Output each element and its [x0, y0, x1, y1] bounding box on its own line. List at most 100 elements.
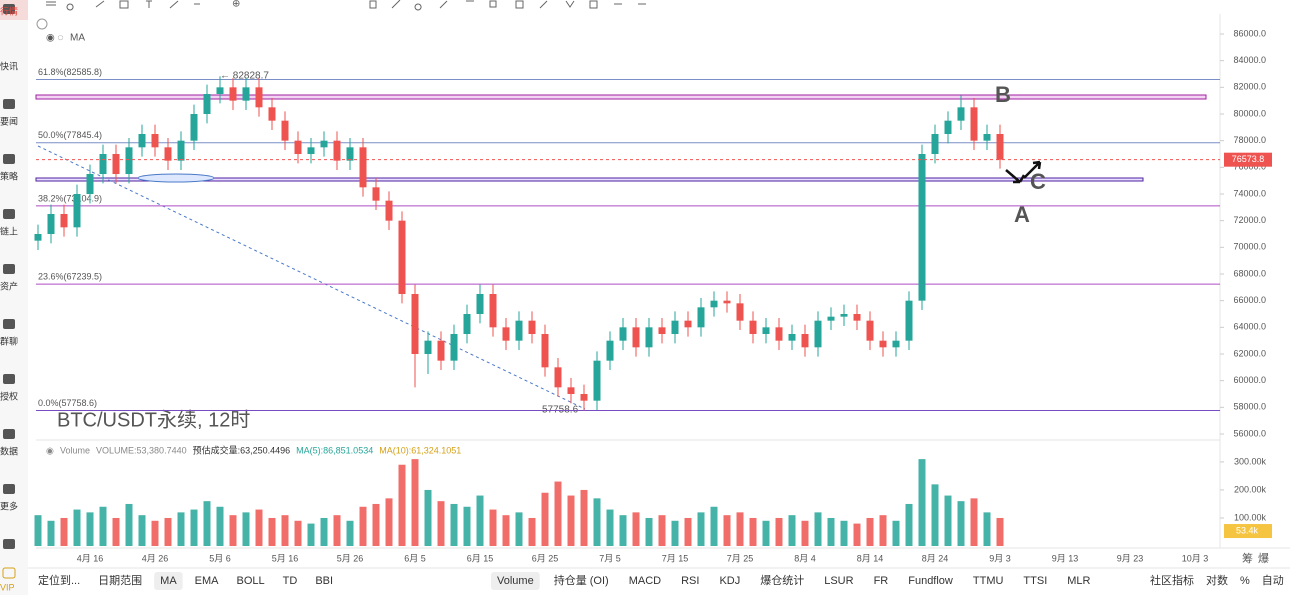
volume-bar: [450, 503, 458, 546]
sidebar-icon: [3, 4, 15, 14]
corner-label[interactable]: 筹: [1242, 551, 1253, 565]
fib-label: 38.2%(73104.9): [38, 193, 102, 203]
volume-bar: [112, 517, 120, 546]
bottom-tab[interactable]: TD: [283, 575, 298, 587]
sidebar-item[interactable]: 策略: [0, 170, 18, 181]
y-tick-label: 74000.0: [1233, 188, 1266, 198]
sidebar-item[interactable]: 链上: [0, 225, 18, 236]
sidebar-item[interactable]: VIP: [0, 582, 15, 592]
bottom-tab[interactable]: 自动: [1262, 574, 1284, 587]
candle-body: [333, 140, 341, 161]
sidebar-item[interactable]: 资产: [0, 280, 18, 291]
x-tick-label: 9月 13: [1052, 553, 1079, 563]
candle-body: [736, 303, 744, 321]
sidebar-icon: [3, 209, 15, 219]
volume-bar: [190, 509, 198, 546]
candle-body: [99, 154, 107, 174]
arrows: [1005, 160, 1042, 184]
volume-bar: [970, 498, 978, 546]
candle-body: [970, 107, 978, 141]
bottom-tab[interactable]: MACD: [629, 575, 661, 587]
volume-bar: [268, 517, 276, 546]
sidebar-item[interactable]: 更多: [0, 500, 18, 511]
bottom-tab[interactable]: KDJ: [719, 575, 740, 587]
candle-body: [866, 320, 874, 341]
x-tick-label: 5月 6: [209, 553, 231, 563]
volume-bar: [307, 523, 315, 546]
volume-bar: [593, 498, 601, 546]
volume-tick-label: 300.00k: [1234, 456, 1267, 466]
bottom-tab[interactable]: MLR: [1067, 575, 1090, 587]
candle-body: [320, 140, 328, 148]
candle-body: [528, 320, 536, 334]
bottom-tab[interactable]: LSUR: [824, 575, 853, 587]
bottom-tab[interactable]: 日期范围: [98, 573, 142, 587]
sidebar-icon: [3, 154, 15, 164]
bottom-tab[interactable]: %: [1240, 575, 1250, 587]
volume-bar: [73, 509, 81, 546]
bottom-tab[interactable]: 社区指标: [1150, 573, 1194, 587]
bottom-tab[interactable]: MA: [160, 575, 177, 587]
bottom-tab[interactable]: Volume: [497, 575, 534, 587]
volume-bar: [333, 515, 341, 546]
fib-label: 23.6%(67239.5): [38, 272, 102, 282]
candle-body: [216, 87, 224, 94]
candle-body: [73, 194, 81, 228]
bottom-tab[interactable]: BBI: [315, 575, 333, 587]
volume-bar: [879, 515, 887, 546]
candle-body: [424, 340, 432, 354]
sidebar-item[interactable]: 数据: [0, 445, 18, 456]
bottom-tab[interactable]: 爆仓统计: [760, 573, 804, 587]
candle-body: [710, 300, 718, 308]
volume-bar: [957, 501, 965, 546]
volume-bar: [892, 520, 900, 546]
volume-bar: [814, 512, 822, 546]
candle-body: [827, 316, 835, 321]
candle-body: [463, 314, 471, 334]
candle-body: [47, 214, 55, 234]
candle-body: [814, 320, 822, 348]
x-tick-label: 10月 3: [1182, 553, 1209, 563]
volume-bar: [424, 489, 432, 546]
bottom-tab[interactable]: BOLL: [237, 575, 265, 587]
volume-bar: [840, 520, 848, 546]
sidebar-item[interactable]: 行情: [0, 5, 18, 16]
volume-bar: [827, 517, 835, 546]
bottom-tab[interactable]: TTMU: [973, 575, 1004, 587]
fib-label: 0.0%(57758.6): [38, 398, 97, 408]
x-tick-label: 6月 5: [404, 553, 426, 563]
bottom-tab[interactable]: Fundflow: [908, 575, 953, 587]
bottom-tab[interactable]: 持仓量 (OI): [554, 573, 609, 587]
volume-bar: [671, 520, 679, 546]
y-tick-label: 56000.0: [1233, 428, 1266, 438]
sidebar-item[interactable]: 群聊: [0, 335, 18, 346]
x-tick-label: 7月 15: [662, 553, 689, 563]
bottom-tab[interactable]: EMA: [195, 575, 220, 587]
volume-bar: [801, 520, 809, 546]
bottom-tab[interactable]: 定位到...: [38, 573, 80, 587]
candle-body: [684, 320, 692, 328]
candle-body: [112, 154, 120, 174]
sidebar-item[interactable]: 要闻: [0, 116, 18, 126]
candle-body: [541, 334, 549, 368]
volume-bar: [281, 515, 289, 546]
bottom-tab[interactable]: 对数: [1206, 573, 1228, 587]
y-tick-label: 86000.0: [1233, 28, 1266, 38]
sidebar-item[interactable]: 授权: [0, 390, 18, 401]
x-tick-label: 9月 3: [989, 553, 1011, 563]
sidebar-item[interactable]: 快讯: [0, 60, 18, 71]
corner-label[interactable]: 爆: [1258, 551, 1269, 565]
volume-bar: [580, 489, 588, 546]
candle-body: [762, 327, 770, 334]
bottom-tab[interactable]: FR: [874, 575, 889, 587]
volume-bar: [463, 506, 471, 546]
x-tick-label: 7月 5: [599, 553, 621, 563]
candle-body: [554, 367, 562, 388]
y-tick-label: 82000.0: [1233, 82, 1266, 92]
bottom-tab[interactable]: TTSI: [1023, 575, 1047, 587]
volume-bar: [788, 515, 796, 546]
bottom-tab[interactable]: RSI: [681, 575, 699, 587]
last-price-label: 76573.8: [1232, 154, 1265, 164]
volume-bar: [931, 484, 939, 546]
volume-bar: [632, 512, 640, 546]
